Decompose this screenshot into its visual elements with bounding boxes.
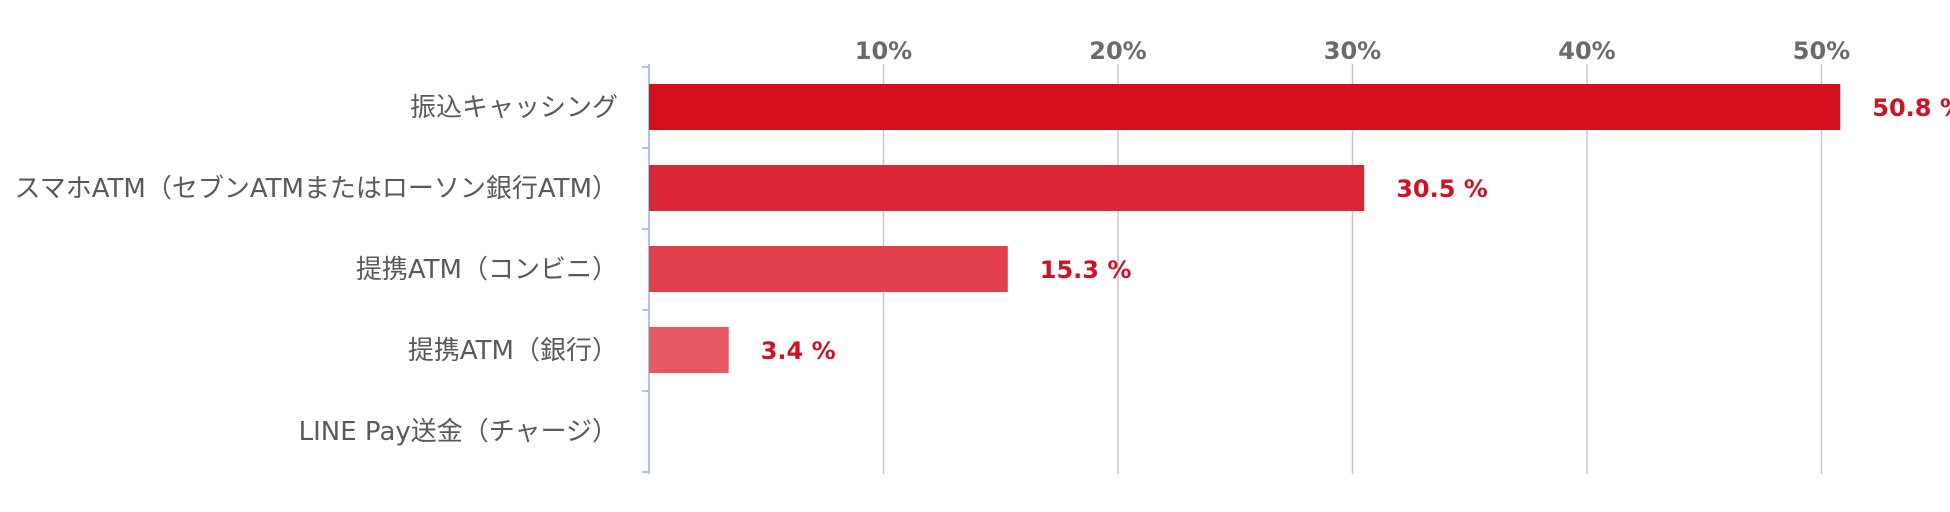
bar [649,165,1365,211]
value-labels: 50.8 % 30.5 % 15.3 % 3.4 % [761,94,1950,365]
x-tick-label: 40% [1558,37,1615,65]
x-tick-label: 10% [855,37,912,65]
category-label: 提携ATM（銀行） [408,336,618,366]
value-label: 3.4 % [761,337,836,365]
grid-lines [882,64,1823,474]
bars [649,84,1841,373]
value-label: 30.5 % [1396,175,1488,203]
x-tick-label: 30% [1324,37,1381,65]
bar [649,246,1008,292]
category-label: 振込キャッシング [410,93,618,123]
x-tick-label: 50% [1793,37,1850,65]
category-label: 提携ATM（コンビニ） [356,255,618,285]
y-axis [642,64,650,474]
bar [649,327,729,373]
value-label: 15.3 % [1040,256,1132,284]
x-tick-labels: 10% 20% 30% 40% 50% [855,37,1850,65]
category-label: スマホATM（セブンATMまたはローソン銀行ATM） [15,174,618,204]
category-label: LINE Pay送金（チャージ） [299,417,618,447]
x-tick-label: 20% [1089,37,1146,65]
value-label: 50.8 % [1872,94,1950,122]
bar [649,84,1841,130]
